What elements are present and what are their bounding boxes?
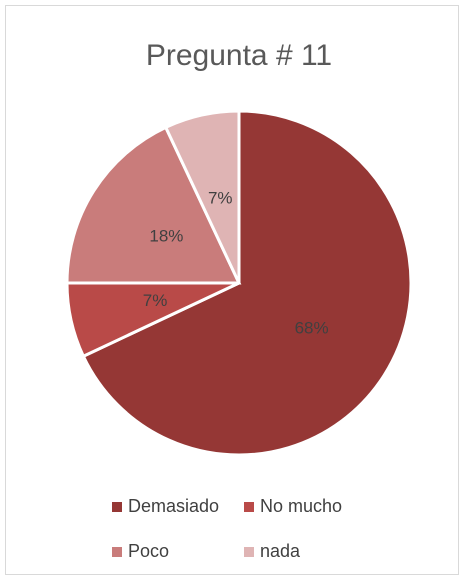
data-label: 18% <box>149 226 183 245</box>
legend-label: nada <box>260 541 301 561</box>
legend-swatch <box>112 502 122 512</box>
pie-slice <box>65 125 242 285</box>
pie-slice <box>163 109 241 284</box>
pie-slice <box>81 109 413 457</box>
legend-swatch <box>244 547 254 557</box>
data-label: 68% <box>295 319 329 338</box>
data-label: 7% <box>143 291 168 310</box>
legend-swatch <box>244 502 254 512</box>
legend-label: No mucho <box>260 496 342 516</box>
chart-title: Pregunta # 11 <box>146 39 332 72</box>
legend-label: Poco <box>128 541 169 561</box>
data-label: 7% <box>208 189 233 208</box>
legend-label: Demasiado <box>128 496 219 516</box>
legend-swatch <box>112 547 122 557</box>
